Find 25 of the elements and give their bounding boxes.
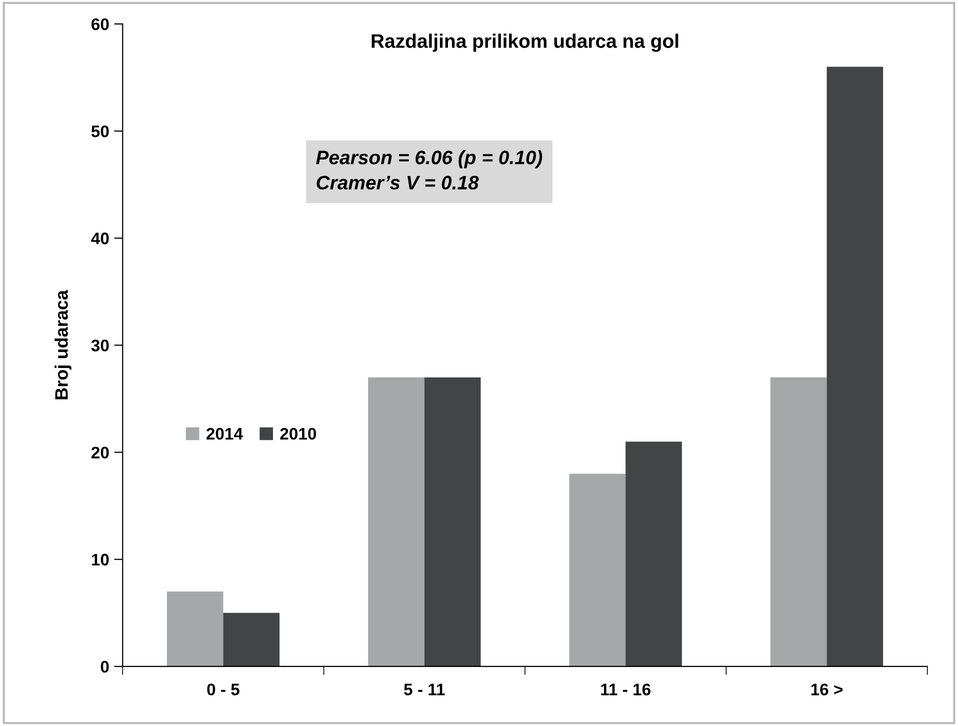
y-tick-label: 10 bbox=[92, 554, 109, 566]
annotation: Cramer’s V = 0.18 bbox=[316, 176, 479, 190]
bar bbox=[368, 377, 424, 666]
bar bbox=[826, 66, 884, 666]
x-tick-label: 11 - 16 bbox=[601, 684, 650, 696]
y-tick-label: 50 bbox=[91, 125, 109, 138]
legend-label: 2010 bbox=[280, 428, 316, 440]
x-tick-label: 5 - 11 bbox=[404, 684, 445, 696]
y-tick-label: 40 bbox=[91, 232, 109, 244]
bar bbox=[626, 442, 682, 666]
y-tick-label: 20 bbox=[91, 446, 109, 458]
legend-label: 2014 bbox=[206, 428, 243, 440]
y-tick-label: 60 bbox=[92, 18, 109, 30]
y-tick-label: 0 bbox=[100, 660, 109, 673]
y-axis-title: Broj udaraca bbox=[54, 290, 72, 400]
bar bbox=[770, 377, 827, 666]
y-tick-label: 30 bbox=[91, 340, 109, 352]
x-tick-label: 0 - 5 bbox=[207, 684, 240, 696]
x-tick-label: 16 > bbox=[811, 684, 843, 696]
bar bbox=[166, 592, 224, 666]
annotation: Pearson = 6.06 (p = 0.10) bbox=[316, 150, 542, 168]
bar bbox=[223, 612, 280, 666]
bar bbox=[424, 377, 481, 666]
chart-title: Razdaljina prilikom udarca na gol bbox=[372, 34, 678, 52]
bar bbox=[569, 474, 626, 666]
